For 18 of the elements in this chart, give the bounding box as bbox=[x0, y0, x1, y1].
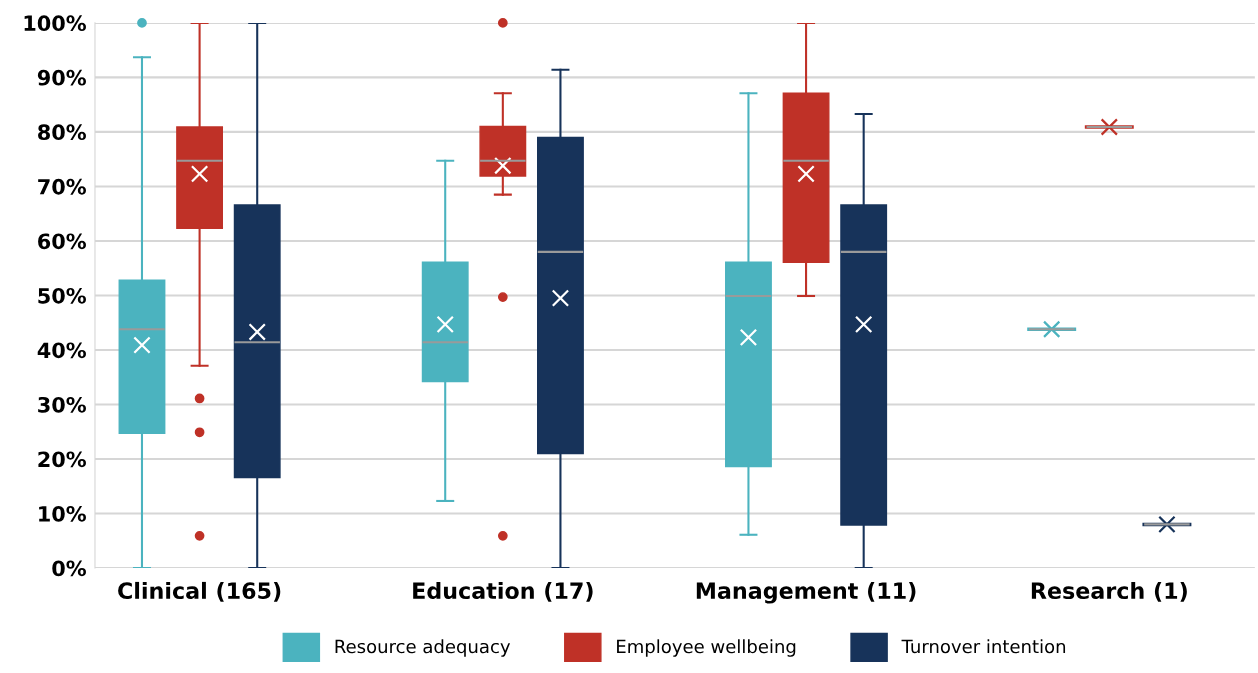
y-tick-label: 100% bbox=[24, 15, 86, 32]
y-tick-label: 10% bbox=[39, 505, 86, 522]
x-tick-label: Research (1) bbox=[1031, 581, 1187, 602]
y-tick-label: 50% bbox=[38, 287, 86, 304]
y-tick-label: 40% bbox=[37, 342, 86, 359]
legend-label: Employee wellbeing bbox=[617, 639, 796, 657]
y-tick-label: 60% bbox=[38, 233, 86, 250]
legend-label: Turnover intention bbox=[901, 639, 1066, 654]
y-tick-label: 80% bbox=[38, 124, 86, 141]
x-tick-label: Education (17) bbox=[413, 581, 593, 602]
y-tick-label: 70% bbox=[38, 178, 86, 195]
y-tick-label: 0% bbox=[52, 560, 86, 577]
x-tick-label: Clinical (165) bbox=[118, 581, 281, 602]
y-tick-label: 20% bbox=[38, 451, 86, 468]
x-tick-label: Management (11) bbox=[696, 581, 916, 604]
y-tick-label: 30% bbox=[38, 396, 86, 413]
legend-label: Resource adequacy bbox=[335, 639, 511, 657]
y-tick-label: 90% bbox=[37, 69, 86, 86]
